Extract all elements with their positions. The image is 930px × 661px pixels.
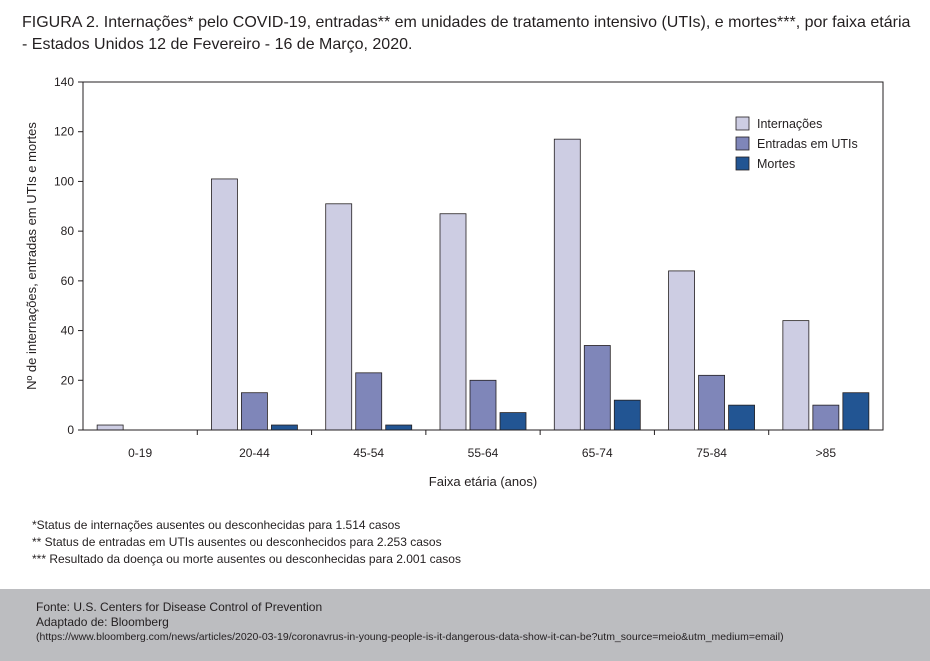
y-tick-label: 80 — [61, 224, 75, 238]
bar-4554-series-1 — [355, 372, 383, 431]
bar-4554-series-2 — [385, 424, 413, 431]
x-tick-label: 55-64 — [468, 446, 499, 460]
source-url: (https://www.bloomberg.com/news/articles… — [36, 631, 784, 643]
y-tick-label: 120 — [54, 125, 74, 139]
x-tick-label: 65-74 — [582, 446, 613, 460]
bar-2044-series-1 — [241, 392, 268, 431]
legend-swatch — [735, 116, 750, 131]
bar-6574-series-2 — [613, 399, 641, 431]
bar-5564-series-2 — [499, 412, 527, 431]
bar-85-series-1 — [812, 404, 840, 431]
source-text: Fonte: U.S. Centers for Disease Control … — [36, 600, 323, 614]
legend-label: Entradas em UTIs — [757, 137, 858, 151]
footnote-2: ** Status de entradas em UTIs ausentes o… — [32, 535, 442, 549]
bar-7584-series-2 — [728, 404, 755, 431]
bar-85-series-2 — [842, 392, 870, 431]
bar-7584-series-0 — [668, 270, 695, 431]
footnote-3: *** Resultado da doença ou morte ausente… — [32, 552, 461, 566]
y-axis-ticks: 0 20 40 60 80 100 120 140 — [54, 75, 83, 437]
y-tick-label: 60 — [61, 274, 75, 288]
bar-6574-series-0 — [553, 138, 581, 431]
bar-4554-series-0 — [325, 203, 353, 431]
x-axis-ticks: 0-19 20-44 45-54 55-64 65-74 75-84 >85 — [128, 430, 836, 460]
x-axis-label: Faixa etária (anos) — [429, 474, 537, 489]
bar-85-series-0 — [782, 320, 810, 431]
x-tick-label: 45-54 — [353, 446, 384, 460]
y-tick-label: 40 — [61, 324, 75, 338]
footnote-1: *Status de internações ausentes ou desco… — [32, 518, 401, 532]
figure-title: FIGURA 2. Internações* pelo COVID-19, en… — [22, 14, 911, 53]
bars-group — [96, 138, 870, 431]
bar-6574-series-1 — [583, 345, 611, 431]
y-tick-label: 140 — [54, 75, 74, 89]
legend-swatch — [735, 156, 750, 171]
bar-5564-series-0 — [439, 213, 467, 431]
plot-frame — [82, 81, 884, 431]
bar-2044-series-0 — [211, 178, 238, 431]
legend-swatch — [735, 136, 750, 151]
y-axis-label: Nº de internações, entradas em UTIs e mo… — [24, 122, 39, 390]
adapted-text: Adaptado de: Bloomberg — [36, 615, 169, 629]
bar-019-series-0 — [96, 424, 124, 431]
legend: Internações Entradas em UTIs Mortes — [735, 116, 858, 171]
bar-2044-series-2 — [271, 424, 298, 431]
legend-label: Internações — [757, 117, 822, 131]
bar-chart: 0 20 40 60 80 100 120 140 0-19 20-44 45-54 55-64 65… — [24, 75, 884, 489]
bar-7584-series-1 — [698, 374, 725, 431]
x-tick-label: 75-84 — [696, 446, 727, 460]
bar-5564-series-1 — [469, 379, 497, 431]
y-tick-label: 0 — [67, 423, 74, 437]
source-footer: Fonte: U.S. Centers for Disease Control … — [0, 589, 930, 661]
legend-label: Mortes — [757, 157, 795, 171]
x-tick-label: 20-44 — [239, 446, 270, 460]
y-tick-label: 20 — [61, 373, 75, 387]
x-tick-label: >85 — [816, 446, 837, 460]
x-tick-label: 0-19 — [128, 446, 152, 460]
footnotes: *Status de internações ausentes ou desco… — [32, 517, 461, 568]
y-tick-label: 100 — [54, 174, 74, 188]
